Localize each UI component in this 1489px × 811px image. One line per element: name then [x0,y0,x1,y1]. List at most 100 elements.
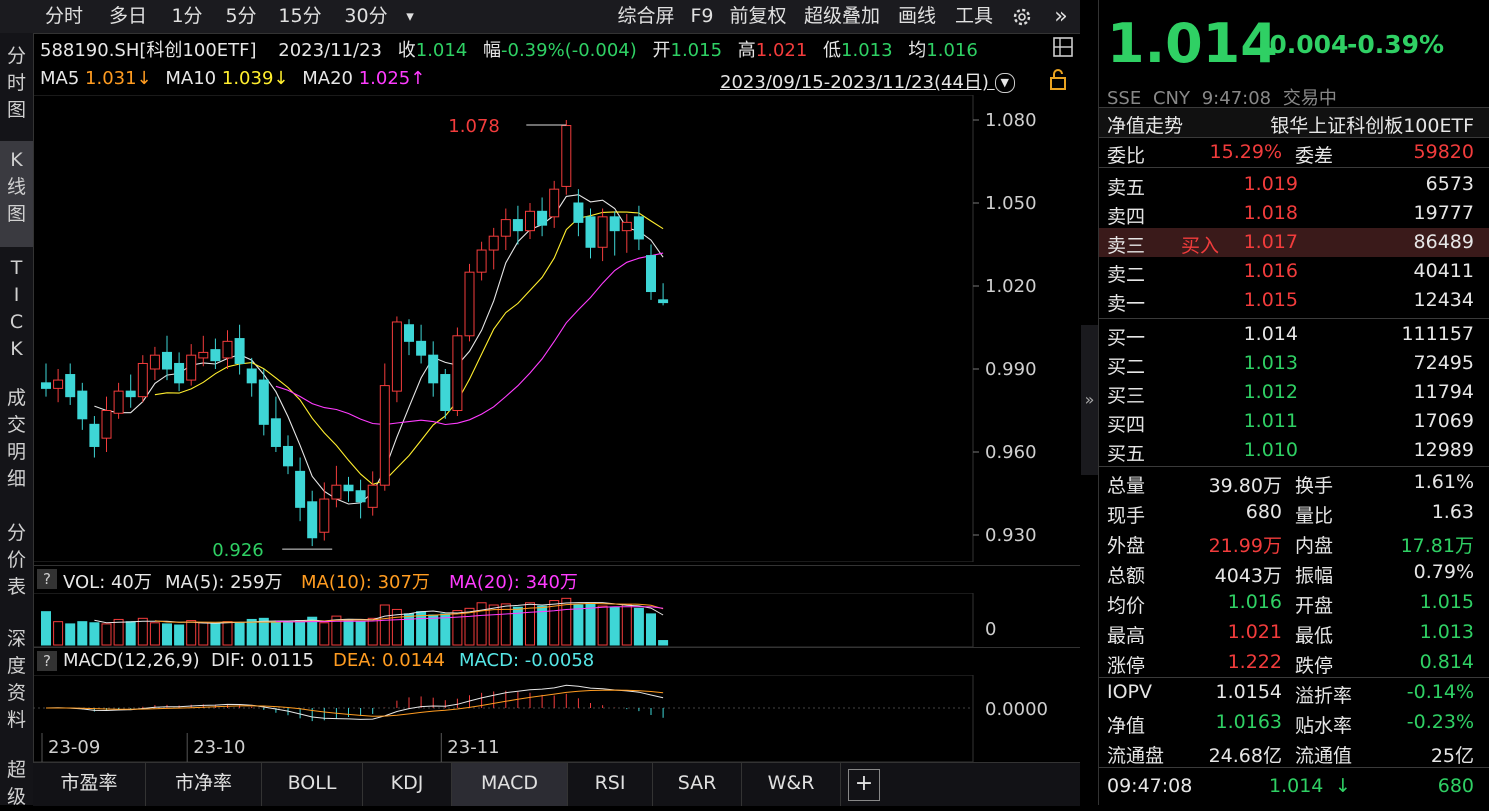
ask-row[interactable]: 卖三 1.017 86489 买入 [1099,228,1489,257]
panel-collapse-handle[interactable]: » [1081,325,1098,475]
bid-row[interactable]: 买五 1.010 12989 [1099,436,1489,465]
y-tick-label: 0.960 [985,442,1037,463]
avg-value: 1.016 [926,40,978,61]
y-tick-label: 0.990 [985,359,1037,380]
candle-body [633,216,644,240]
ask-row[interactable]: 卖二 1.016 40411 [1099,257,1489,286]
tab-boll[interactable]: BOLL [262,763,363,806]
candle-body [198,351,209,359]
volume-bar [646,613,656,646]
f9-button[interactable]: F9 [690,5,714,27]
range-dropdown-icon[interactable]: ▼ [994,73,1015,93]
tab-rsi[interactable]: RSI [568,763,653,806]
stat-label: 最低 [1295,625,1334,647]
candle-body [404,324,414,342]
tools-button[interactable]: 工具 [954,5,993,27]
add-indicator-button[interactable]: + [848,769,880,801]
tab-30min[interactable]: 30分 [344,5,388,27]
stat-value: 1.021 [1227,621,1282,643]
volume-chart[interactable]: 0 [33,593,1080,647]
side-tab-price-table[interactable]: 分价表 [6,522,26,598]
help-icon[interactable]: ? [37,651,57,671]
forward-adjust-button[interactable]: 前复权 [729,5,787,27]
candle-body [174,362,185,384]
stat-row: 均价 1.016 开盘 1.015 [1099,588,1489,617]
bid-row[interactable]: 买一 1.014 111157 [1099,320,1489,349]
ask-label: 卖五 [1107,177,1146,199]
tab-macd[interactable]: MACD [452,763,568,806]
stat-label: 外盘 [1107,535,1146,557]
tab-5min[interactable]: 5分 [225,5,257,27]
layout-grid-icon[interactable] [1052,36,1074,58]
dea-line [46,689,664,717]
vol-frame [33,593,974,647]
candle-body [621,221,632,232]
side-tab-super[interactable]: 超级 [6,759,26,808]
change-label: 幅 [483,40,502,61]
market-status-line: SSE CNY 9:47:08 交易中 [1107,84,1337,110]
stat-row: 总额 4043万 振幅 0.79% [1099,558,1489,587]
side-tab-depth-data[interactable]: 深度资料 [6,628,26,731]
candle-body [452,335,463,411]
tab-intraday[interactable]: 分时 [44,5,83,27]
ask-row[interactable]: 卖五 1.019 6573 [1099,170,1489,199]
change-value: -0.39%(-0.004) [501,40,637,61]
tick-price: 1.014 [1269,775,1324,797]
super-overlay-button[interactable]: 超级叠加 [803,5,880,27]
ask-row[interactable]: 卖一 1.015 12434 [1099,286,1489,315]
tab-pe[interactable]: 市盈率 [33,763,146,806]
stat-label: 均价 [1107,595,1146,617]
stat-value: 0.814 [1419,651,1474,673]
ma10-value: 1.039↓ [221,68,289,89]
tab-pb[interactable]: 市净率 [146,763,262,806]
tab-15min[interactable]: 15分 [278,5,322,27]
candle-body [391,321,402,392]
ask-row[interactable]: 卖四 1.018 19777 [1099,199,1489,228]
draw-line-button[interactable]: 画线 [897,5,936,27]
stat-label: 现手 [1107,505,1146,527]
side-tab-intraday[interactable]: 分时图 [6,45,26,121]
stat-label: 量比 [1295,505,1334,527]
tab-1min[interactable]: 1分 [171,5,203,27]
volume-bar [464,607,475,646]
help-icon[interactable]: ? [37,569,57,589]
tab-wr[interactable]: W&R [742,763,841,806]
composite-screen-button[interactable]: 综合屏 [617,5,675,27]
volume-bar [452,610,463,646]
lock-icon[interactable] [1046,68,1070,92]
bid-row[interactable]: 买三 1.012 11794 [1099,378,1489,407]
ask-volume: 86489 [1413,231,1474,253]
stat-label: 总量 [1107,475,1146,497]
nav-trend-link[interactable]: 净值走势 [1107,115,1184,137]
tab-multi-day[interactable]: 多日 [108,5,147,27]
candle-body [270,418,281,447]
period-dropdown-icon[interactable]: ▾ [406,7,414,25]
bid-row[interactable]: 买四 1.011 17069 [1099,407,1489,436]
gear-icon[interactable] [1004,0,1040,33]
volume-bar [488,604,499,646]
volume-bar [537,605,548,646]
side-tab-trade-detail[interactable]: 成交明细 [6,387,26,490]
macd-chart[interactable]: 0.0000 23-09 23-10 23-11 [33,675,1080,762]
candle-body [440,374,451,411]
tab-sar[interactable]: SAR [653,763,742,806]
stat-label: 内盘 [1295,535,1334,557]
candle-body [525,210,535,232]
volume-bar [525,602,535,646]
candlestick-chart[interactable]: 1.080 1.050 1.020 0.990 0.960 0.930 1.078 0.926 [33,95,1080,562]
symbol-label: 588190.SH[科创100ETF] [40,40,257,61]
more-chevron-icon[interactable]: » [1054,4,1068,29]
tab-kdj[interactable]: KDJ [363,763,452,806]
order-ratio-row: 委比 15.29% 委差 59820 [1099,138,1489,167]
candle-body [355,490,366,503]
candle-body [234,338,245,364]
volume-bar [162,623,172,646]
volume-bar [609,606,620,646]
date-range-selector[interactable]: 2023/09/15-2023/11/23(44日) ▼ [720,68,1015,94]
stat-row: 涨停 1.222 跌停 0.814 [1099,648,1489,677]
volume-bar [355,621,366,646]
vol-ma10-line [154,602,664,623]
bid-row[interactable]: 买二 1.013 72495 [1099,349,1489,378]
